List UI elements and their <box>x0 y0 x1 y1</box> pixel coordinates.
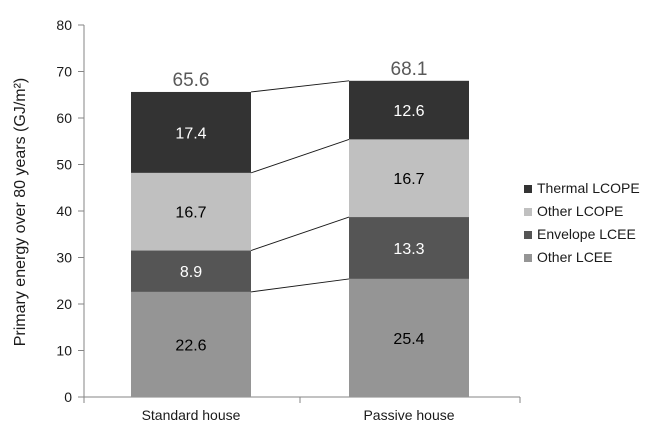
y-tick-label: 40 <box>56 203 72 219</box>
bar-segment <box>131 172 251 251</box>
connector-line <box>250 138 350 174</box>
data-label: 25.4 <box>393 331 424 348</box>
connector-line <box>250 80 350 93</box>
bar-segment <box>349 217 469 279</box>
legend-swatch <box>524 231 532 239</box>
bar-segment <box>131 91 251 173</box>
connector-line <box>250 278 350 293</box>
legend-label: Envelope LCEE <box>537 226 636 242</box>
y-tick-label: 60 <box>56 110 72 126</box>
y-axis-title: Primary energy over 80 years (GJ/m²) <box>12 78 29 347</box>
data-labels: 22.6 25.4 8.9 13.3 16.7 16.7 17.4 12.6 65.6 68.1 <box>173 59 428 355</box>
bar-segment <box>349 80 469 140</box>
bar-segment <box>349 278 469 397</box>
connector-line <box>250 216 350 251</box>
y-tick-label: 70 <box>56 64 72 80</box>
x-category-label: Standard house <box>142 407 241 423</box>
connector-lines <box>250 80 350 293</box>
data-label: 8.9 <box>180 264 202 281</box>
y-tick-label: 80 <box>56 17 72 33</box>
legend: Thermal LCOPE Other LCOPE Envelope LCEE Oth… <box>524 180 640 265</box>
total-label: 65.6 <box>173 70 210 91</box>
y-tick-label: 20 <box>56 296 72 312</box>
legend-label: Other LCOPE <box>537 203 623 219</box>
x-category-label: Passive house <box>363 407 454 423</box>
data-label: 17.4 <box>175 125 206 142</box>
y-tick-label: 0 <box>64 389 72 405</box>
legend-swatch <box>524 254 532 262</box>
legend-swatch <box>524 208 532 216</box>
bars <box>131 80 469 397</box>
bar-segment <box>131 291 251 397</box>
total-label: 68.1 <box>391 59 428 80</box>
data-label: 16.7 <box>393 171 424 188</box>
data-label: 16.7 <box>175 205 206 222</box>
legend-label: Thermal LCOPE <box>537 180 640 196</box>
y-tick-label: 10 <box>56 343 72 359</box>
y-tick-label: 50 <box>56 157 72 173</box>
legend-swatch <box>524 185 532 193</box>
bar-segment <box>131 250 251 292</box>
bar-segment <box>349 139 469 218</box>
data-label: 22.6 <box>175 337 206 354</box>
legend-label: Other LCEE <box>537 249 612 265</box>
axes: 0 10 20 30 40 50 60 70 80 Standard house Passive h… <box>56 17 521 423</box>
data-label: 13.3 <box>393 241 424 258</box>
data-label: 12.6 <box>393 103 424 120</box>
y-tick-label: 30 <box>56 250 72 266</box>
